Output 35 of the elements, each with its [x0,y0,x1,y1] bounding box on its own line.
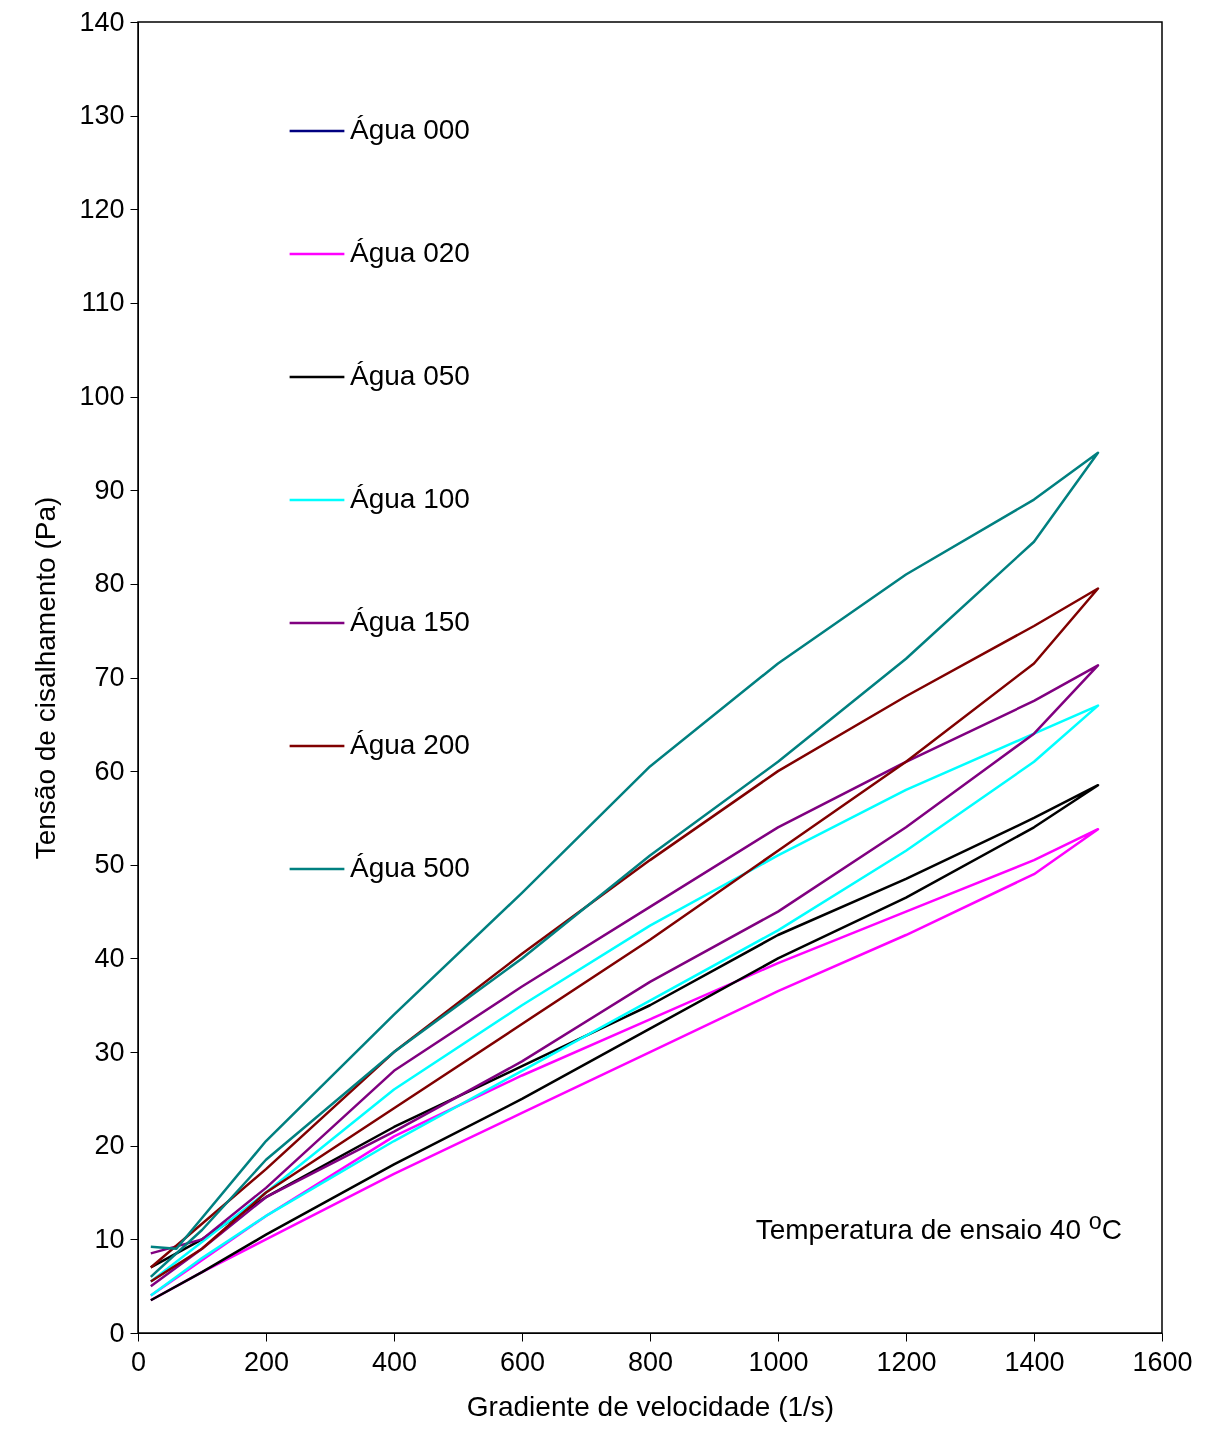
legend-label: Água 500 [350,852,470,883]
y-tick-label: 70 [94,662,125,692]
x-tick-label: 1400 [1004,1346,1065,1377]
x-tick-label: 800 [627,1346,674,1377]
y-tick-label: 130 [79,100,125,131]
x-tick-label: 200 [243,1346,290,1377]
x-tick-label: 1000 [748,1346,809,1377]
legend-label: Água 000 [350,114,470,145]
y-tick-label: 40 [94,942,125,973]
legend-label: Água 050 [350,360,470,391]
legend-label: Água 100 [350,483,470,514]
y-tick-label: 30 [94,1036,125,1067]
y-tick-label: 80 [94,568,125,599]
y-tick-label: 60 [94,755,125,786]
y-tick-label: 120 [79,193,125,224]
x-tick-label: 600 [499,1346,546,1377]
y-tick-label: 10 [94,1223,125,1254]
x-tick-label: 1200 [876,1346,937,1377]
y-tick-label: 110 [81,287,125,318]
legend-label: Água 150 [350,606,470,637]
x-tick-label: 400 [371,1346,418,1377]
y-tick-label: 140 [79,6,125,37]
y-axis-title: Tensão de cisalhamento (Pa) [30,496,62,860]
x-tick-label: 1600 [1132,1346,1193,1377]
x-axis-title: Gradiente de velocidade (1/s) [466,1390,835,1422]
y-tick-label: 20 [94,1130,125,1161]
y-tick-label: 50 [94,849,125,880]
y-tick-label: 90 [94,474,125,505]
legend-label: Água 020 [350,237,470,268]
y-tick-label: 100 [79,381,125,412]
y-tick-label: 0 [109,1317,125,1348]
annotation: Temperatura de ensaio 40 $^{o}$C [755,1208,1122,1247]
legend-label: Água 200 [350,729,470,760]
line-series [149,451,1100,1279]
x-tick-label: 0 [130,1346,147,1377]
